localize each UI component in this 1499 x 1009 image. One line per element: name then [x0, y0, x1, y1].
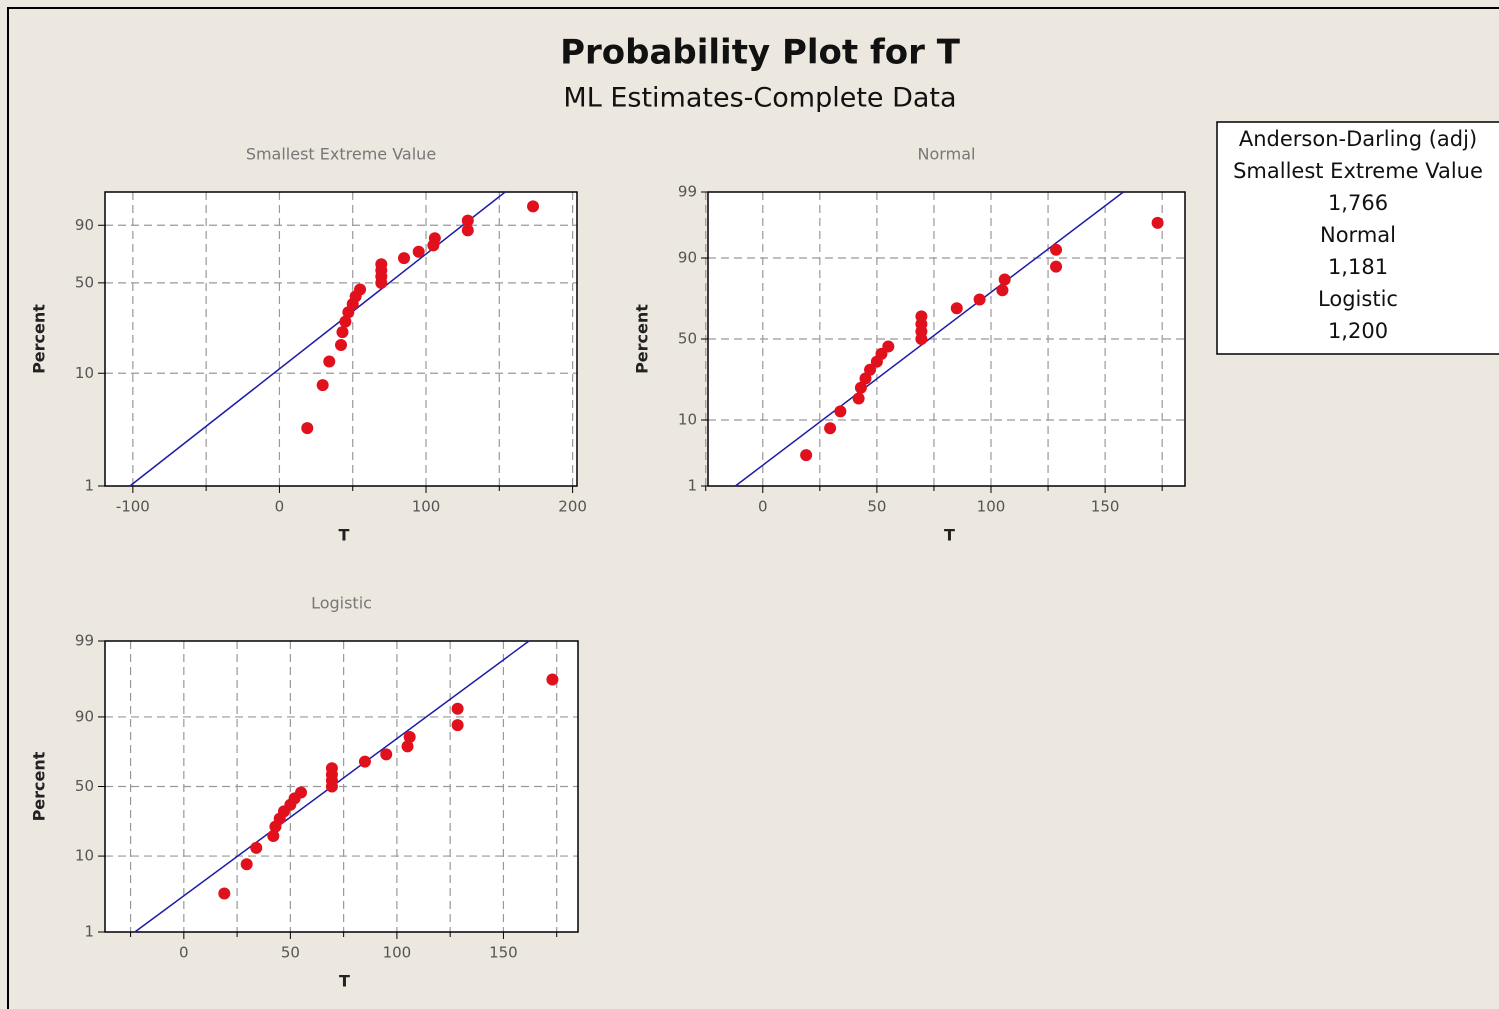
x-axis-label: T	[339, 526, 350, 545]
data-point	[996, 284, 1009, 297]
fit-line	[734, 191, 1124, 487]
y-tick-label: 10	[75, 364, 94, 382]
data-point	[824, 422, 837, 435]
x-tick-label: 200	[558, 498, 587, 516]
data-point	[301, 422, 314, 435]
y-tick-label: 90	[75, 216, 94, 234]
x-tick-label: -100	[116, 498, 150, 516]
x-axis-label: T	[339, 972, 350, 991]
y-tick-label: 1	[84, 923, 94, 941]
x-tick-label: 100	[412, 498, 441, 516]
data-point	[800, 449, 813, 462]
data-point	[882, 340, 895, 353]
x-tick-label: 100	[383, 944, 412, 962]
y-tick-label: 99	[678, 183, 697, 201]
fit-box	[1216, 121, 1499, 355]
fit-name: Normal	[1320, 223, 1396, 247]
data-point	[339, 315, 352, 328]
panel-title: Normal	[918, 145, 976, 164]
data-point	[401, 740, 414, 753]
data-point	[546, 673, 559, 686]
x-axis-label: T	[944, 526, 955, 545]
data-point	[527, 200, 540, 213]
y-tick-label: 50	[75, 777, 94, 795]
chart-title: Probability Plot for T	[560, 33, 961, 73]
y-tick-label: 50	[678, 330, 697, 348]
x-tick-label: 0	[758, 498, 768, 516]
data-point	[461, 214, 474, 227]
y-tick-label: 90	[75, 707, 94, 725]
data-point	[864, 363, 877, 376]
panel-title: Logistic	[311, 594, 372, 613]
x-tick-label: 100	[977, 498, 1006, 516]
data-point	[461, 224, 474, 237]
data-point	[240, 858, 253, 871]
panel-title: Smallest Extreme Value	[246, 145, 436, 164]
plot-border	[104, 640, 579, 933]
data-point	[412, 245, 425, 258]
data-point	[1050, 243, 1063, 256]
x-tick-label: 50	[281, 944, 300, 962]
data-point	[250, 841, 263, 854]
data-point	[1151, 216, 1164, 229]
data-point	[1050, 260, 1063, 273]
data-point	[998, 273, 1011, 286]
data-point	[358, 755, 371, 768]
y-tick-label: 90	[678, 249, 697, 267]
y-tick-label: 50	[75, 273, 94, 291]
y-tick-label: 99	[75, 632, 94, 650]
plot-border	[104, 191, 578, 487]
fit-value: 1,200	[1328, 319, 1388, 343]
fit-value: 1,181	[1328, 255, 1388, 279]
data-point	[316, 379, 329, 392]
data-point	[973, 293, 986, 306]
data-point	[852, 392, 865, 405]
y-axis-label: Percent	[30, 304, 49, 374]
fit-name: Logistic	[1318, 287, 1398, 311]
data-point	[451, 719, 464, 732]
data-point	[854, 381, 867, 394]
x-tick-label: 150	[1091, 498, 1120, 516]
data-point	[380, 748, 393, 761]
data-point	[354, 283, 367, 296]
data-point	[325, 762, 338, 775]
data-point	[375, 258, 388, 271]
x-tick-label: 0	[179, 944, 189, 962]
y-axis-label: Percent	[633, 304, 652, 374]
data-point	[428, 232, 441, 245]
data-point	[451, 702, 464, 715]
x-tick-label: 150	[489, 944, 518, 962]
data-point	[336, 326, 349, 339]
data-point	[323, 355, 336, 368]
data-point	[398, 252, 411, 265]
y-tick-label: 1	[687, 477, 697, 495]
fit-box-title: Anderson-Darling (adj)	[1239, 127, 1477, 151]
chart-subtitle: ML Estimates-Complete Data	[563, 83, 956, 114]
y-tick-label: 10	[678, 410, 697, 428]
data-point	[335, 338, 347, 351]
data-point	[403, 730, 416, 743]
fit-name: Smallest Extreme Value	[1233, 159, 1483, 183]
plot-border	[707, 191, 1186, 487]
x-tick-label: 50	[867, 498, 886, 516]
data-point	[915, 310, 928, 323]
x-tick-label: 0	[275, 498, 285, 516]
data-point	[218, 887, 231, 900]
fit-line	[129, 191, 506, 487]
fit-value: 1,766	[1328, 191, 1388, 215]
y-tick-label: 10	[75, 847, 94, 865]
data-point	[950, 302, 963, 315]
y-axis-label: Percent	[30, 751, 49, 821]
data-point	[267, 830, 280, 843]
y-tick-label: 1	[84, 477, 94, 495]
data-point	[834, 405, 847, 418]
data-point	[295, 786, 308, 799]
